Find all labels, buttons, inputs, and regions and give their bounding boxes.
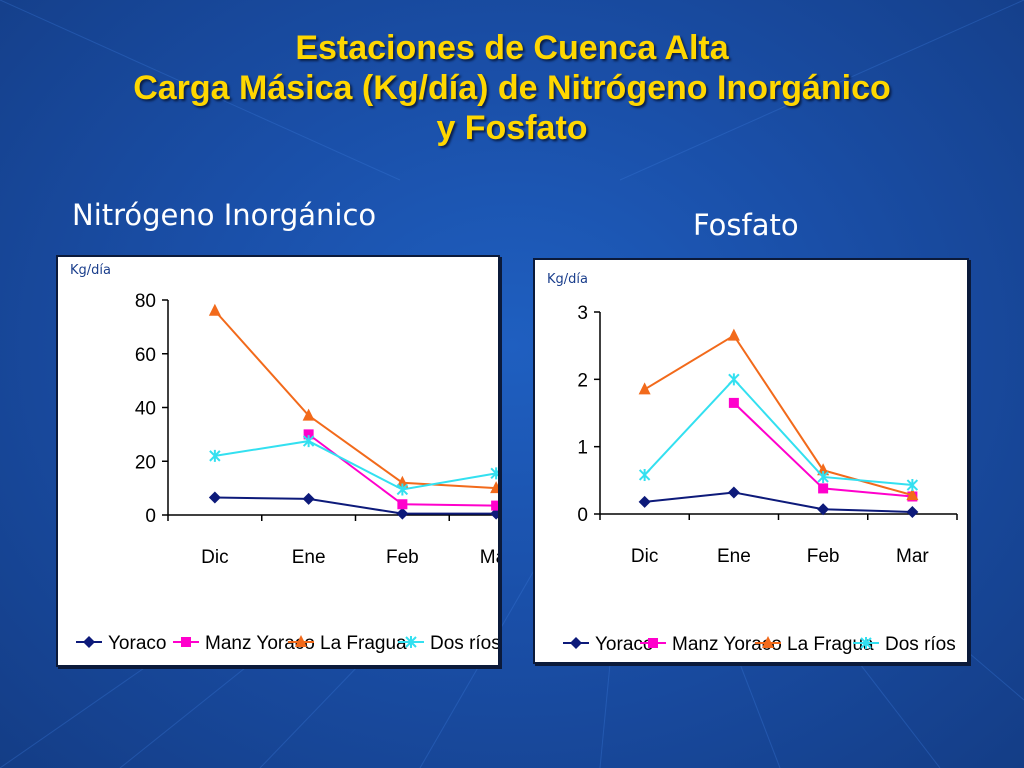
phosphate-point-yoraco <box>638 495 651 508</box>
phosphate-legend-label: Manz Yoraco <box>672 634 782 655</box>
nitrogen-point-manz-yoraco <box>303 429 314 440</box>
nitrogen-point-manz-yoraco <box>397 499 408 510</box>
nitrogen-legend-marker <box>83 636 95 648</box>
nitrogen-legend-marker <box>181 637 191 647</box>
nitrogen-point-yoraco <box>208 491 221 504</box>
nitrogen-x-tick-label: Dic <box>201 547 228 568</box>
phosphate-point-yoraco <box>817 503 830 516</box>
phosphate-point-dos-rios <box>817 470 829 483</box>
nitrogen-x-tick-label: Feb <box>386 547 419 568</box>
title-line-2: Carga Másica (Kg/día) de Nitrógeno Inorg… <box>133 69 891 107</box>
nitrogen-point-dos-rios <box>396 483 409 496</box>
phosphate-x-tick-label: Mar <box>896 546 929 567</box>
phosphate-line-dos-rios <box>643 377 913 487</box>
nitrogen-legend-label: Manz Yoraco <box>205 633 315 654</box>
nitrogen-y-tick-label: 60 <box>135 345 156 366</box>
phosphate-series-yoraco <box>638 486 919 518</box>
phosphate-y-unit-label: Kg/día <box>547 272 588 287</box>
phosphate-x-tick-label: Feb <box>807 546 840 567</box>
nitrogen-point-yoraco <box>302 492 315 505</box>
nitrogen-legend-marker <box>295 635 307 647</box>
phosphate-legend-marker <box>860 637 872 649</box>
nitrogen-point-la-fragua <box>208 303 221 316</box>
title-line-3: y Fosfato <box>436 109 588 147</box>
nitrogen-legend-marker <box>405 636 417 648</box>
nitrogen-series-yoraco <box>208 491 498 520</box>
phosphate-legend-marker <box>570 637 582 649</box>
nitrogen-line-yoraco <box>214 496 497 515</box>
phosphate-chart: Kg/día 0 1 2 3 Dic Ene Feb Mar Yoraco Manz Yoraco… <box>533 258 969 664</box>
phosphate-point-dos-rios <box>638 468 651 481</box>
phosphate-x-tick-label: Ene <box>717 546 751 567</box>
phosphate-point-yoraco <box>906 505 919 518</box>
phosphate-legend-marker <box>762 636 774 648</box>
nitrogen-line-dos-rios <box>214 440 497 491</box>
phosphate-point-la-fragua <box>906 488 919 501</box>
nitrogen-series-manz-yoraco <box>303 429 498 511</box>
nitrogen-legend-item-manz-yoraco: Manz Yoraco <box>173 633 315 654</box>
nitrogen-legend-label: Dos ríos <box>430 633 498 654</box>
nitrogen-y-unit-label: Kg/día <box>70 263 111 278</box>
nitrogen-y-tick-label: 0 <box>145 506 156 527</box>
phosphate-chart-title: Fosfato <box>693 208 799 242</box>
nitrogen-legend-item-dos-rios: Dos ríos <box>398 633 498 654</box>
nitrogen-point-yoraco <box>396 507 409 520</box>
nitrogen-x-tick-label: Mar <box>480 547 498 568</box>
nitrogen-point-la-fragua <box>302 408 315 421</box>
phosphate-point-manz-yoraco <box>728 397 739 408</box>
phosphate-legend-item-yoraco: Yoraco <box>563 634 653 655</box>
nitrogen-point-yoraco <box>490 507 498 520</box>
nitrogen-legend-label: La Fragua <box>320 633 407 654</box>
nitrogen-legend-label: Yoraco <box>108 633 166 654</box>
phosphate-point-la-fragua <box>727 328 740 341</box>
nitrogen-point-manz-yoraco <box>491 500 498 511</box>
nitrogen-series-la-fragua <box>208 303 498 494</box>
phosphate-line-yoraco <box>644 491 913 513</box>
phosphate-x-tick-label: Dic <box>631 546 658 567</box>
phosphate-legend-marker <box>648 638 658 648</box>
phosphate-legend-item-la-fragua: La Fragua <box>755 634 874 655</box>
phosphate-point-manz-yoraco <box>818 483 829 494</box>
nitrogen-y-tick-label: 40 <box>135 399 156 420</box>
nitrogen-chart: Kg/día 0 20 40 60 80 Dic Ene Feb Mar Yoraco Manz Y… <box>56 255 500 667</box>
nitrogen-chart-title: Nitrógeno Inorgánico <box>72 198 377 232</box>
nitrogen-line-la-fragua <box>214 310 497 490</box>
phosphate-y-tick-label: 2 <box>577 370 588 391</box>
phosphate-point-yoraco <box>727 486 740 499</box>
phosphate-series-manz-yoraco <box>728 397 918 502</box>
phosphate-line-la-fragua <box>644 334 913 497</box>
nitrogen-point-dos-rios <box>490 467 498 480</box>
phosphate-y-tick-label: 3 <box>577 303 588 324</box>
phosphate-y-tick-label: 0 <box>577 505 588 526</box>
nitrogen-point-la-fragua <box>490 481 498 494</box>
phosphate-point-la-fragua <box>638 382 651 395</box>
phosphate-legend-item-dos-rios: Dos ríos <box>853 634 956 655</box>
phosphate-legend-label: Yoraco <box>595 634 653 655</box>
nitrogen-x-tick-label: Ene <box>292 547 326 568</box>
phosphate-legend-label: Dos ríos <box>885 634 956 655</box>
slide-title: Estaciones de Cuenca Alta Carga Másica (… <box>0 28 1024 148</box>
phosphate-series-la-fragua <box>638 328 919 501</box>
nitrogen-point-la-fragua <box>396 475 409 488</box>
phosphate-y-tick-label: 1 <box>577 438 588 459</box>
phosphate-line-chart: 0 1 2 3 Dic Ene Feb Mar Yoraco Manz Yoraco La Frag… <box>563 303 958 655</box>
phosphate-series-dos-rios <box>638 373 919 492</box>
phosphate-legend-item-manz-yoraco: Manz Yoraco <box>640 634 782 655</box>
nitrogen-y-tick-label: 80 <box>135 291 156 312</box>
nitrogen-series-dos-rios <box>209 435 498 496</box>
nitrogen-legend-item-yoraco: Yoraco <box>76 633 166 654</box>
title-line-1: Estaciones de Cuenca Alta <box>295 29 729 67</box>
nitrogen-y-tick-label: 20 <box>135 452 156 473</box>
nitrogen-point-dos-rios <box>209 449 221 462</box>
nitrogen-legend-item-la-fragua: La Fragua <box>288 633 407 654</box>
phosphate-point-dos-rios <box>728 373 740 386</box>
nitrogen-line-chart: 0 20 40 60 80 Dic Ene Feb Mar Yoraco Manz YoracoLa… <box>76 291 498 654</box>
phosphate-legend-label: La Fragua <box>787 634 874 655</box>
phosphate-point-dos-rios <box>906 479 919 492</box>
nitrogen-point-dos-rios <box>302 435 315 448</box>
